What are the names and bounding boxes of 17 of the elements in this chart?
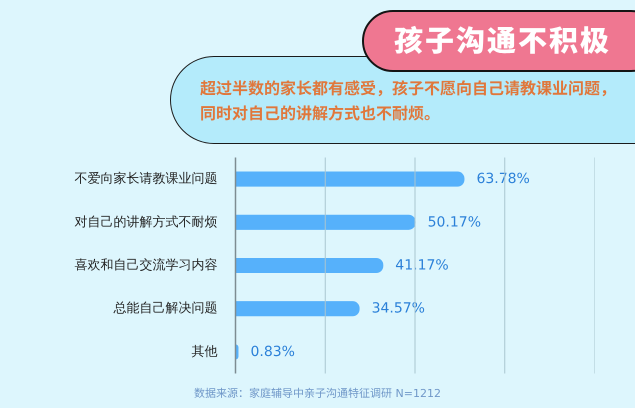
data-label: 50.17% bbox=[428, 214, 481, 230]
bar bbox=[236, 301, 360, 316]
data-label: 0.83% bbox=[250, 344, 295, 360]
bar bbox=[236, 172, 464, 187]
y-tick-label: 总能自己解决问题 bbox=[112, 301, 218, 316]
y-tick-label: 其他 bbox=[192, 344, 218, 360]
data-label: 63.78% bbox=[476, 171, 530, 188]
data-label: 34.57% bbox=[372, 300, 425, 317]
y-tick-label: 不爱向家长请教课业问题 bbox=[74, 170, 218, 187]
source-note: 数据来源：家庭辅导中亲子沟通特征调研 N=1212 bbox=[0, 383, 635, 408]
y-tick-label: 喜欢和自己交流学习内容 bbox=[74, 257, 218, 273]
y-tick-label: 对自己的讲解方式不耐烦 bbox=[74, 214, 218, 230]
bar bbox=[236, 258, 384, 274]
bar bbox=[236, 214, 416, 230]
chart-subtitle: 超过半数的家长都有感受，孩子不愿向自己请教课业问题，同时对自己的讲解方式也不耐烦。 bbox=[200, 78, 618, 125]
chart-title: 孩子沟通不积极 bbox=[392, 23, 612, 60]
data-label: 41.17% bbox=[395, 258, 449, 274]
